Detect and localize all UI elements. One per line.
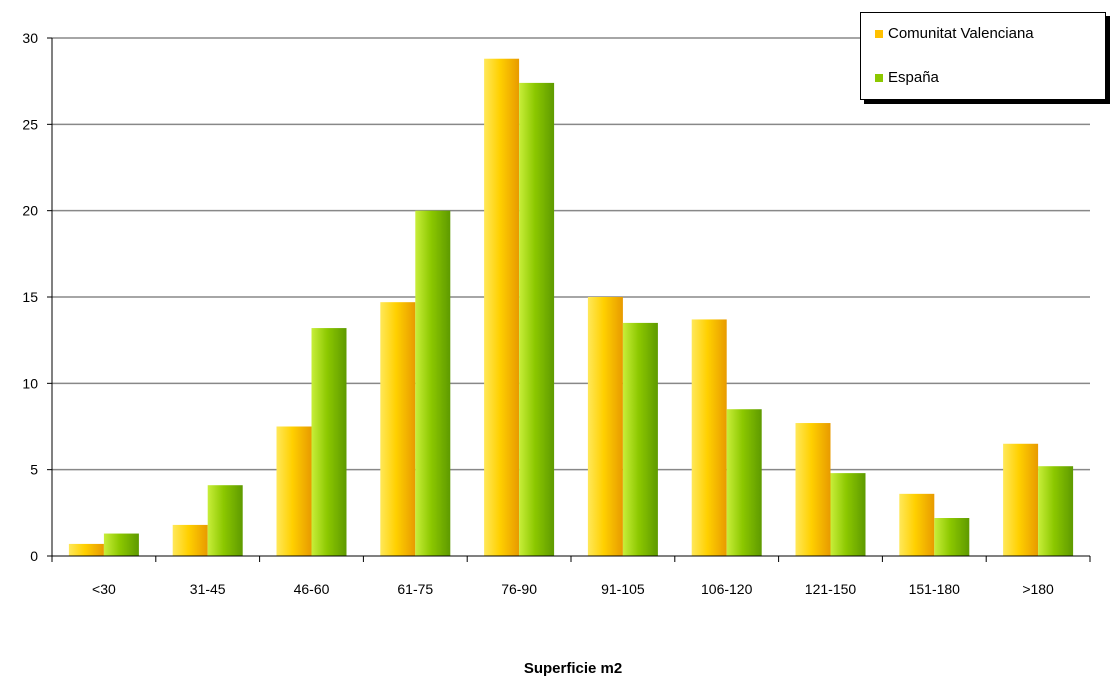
- bar-espana: [830, 473, 866, 556]
- bar-comunitat-valenciana: [587, 297, 623, 556]
- bar-comunitat-valenciana: [276, 426, 312, 556]
- y-tick-label: 5: [30, 462, 38, 478]
- legend-swatch-icon: [875, 73, 883, 82]
- y-tick-label: 25: [22, 116, 38, 132]
- legend-item-espana: España: [875, 69, 939, 86]
- x-axis-label: Superficie m2: [524, 660, 622, 677]
- legend-label: Comunitat Valenciana: [888, 25, 1034, 42]
- legend: Comunitat Valenciana España: [860, 12, 1106, 100]
- bar-espana: [207, 485, 243, 556]
- x-tick-label: 61-75: [397, 581, 433, 597]
- x-tick-label: <30: [92, 581, 116, 597]
- y-tick-label: 30: [22, 30, 38, 46]
- y-axis-ticks: 0 5 10 15 20 25 30: [22, 30, 52, 564]
- bar-comunitat-valenciana: [691, 319, 727, 556]
- bar-espana: [415, 210, 451, 556]
- x-tick-label: 91-105: [601, 581, 645, 597]
- bar-espana: [519, 82, 555, 556]
- x-axis-ticks: <30 31-45 46-60 61-75 76-90 91-105 106-120 121-…: [51, 556, 1091, 597]
- y-tick-label: 10: [22, 375, 38, 391]
- bars: [68, 58, 1074, 556]
- x-tick-label: 76-90: [501, 581, 537, 597]
- legend-label: España: [888, 69, 939, 86]
- y-tick-label: 0: [30, 548, 38, 564]
- bar-espana: [311, 328, 347, 556]
- legend-item-comunitat-valenciana: Comunitat Valenciana: [875, 25, 1034, 42]
- bar-espana: [622, 322, 658, 556]
- bar-espana: [934, 518, 970, 556]
- bar-comunitat-valenciana: [380, 302, 416, 556]
- x-tick-label: >180: [1022, 581, 1054, 597]
- bar-espana: [103, 533, 139, 556]
- y-tick-label: 15: [22, 289, 38, 305]
- legend-swatch-icon: [875, 29, 883, 38]
- bar-comunitat-valenciana: [795, 423, 831, 556]
- bar-comunitat-valenciana: [484, 58, 520, 556]
- x-tick-label: 121-150: [805, 581, 857, 597]
- x-tick-label: 46-60: [294, 581, 330, 597]
- x-tick-label: 106-120: [701, 581, 753, 597]
- bar-comunitat-valenciana: [899, 493, 935, 556]
- bar-comunitat-valenciana: [172, 524, 208, 556]
- gridlines: [52, 37, 1090, 471]
- bar-comunitat-valenciana: [68, 543, 104, 556]
- x-tick-label: 151-180: [909, 581, 961, 597]
- bar-espana: [1038, 466, 1074, 556]
- bar-espana: [726, 409, 762, 556]
- bar-comunitat-valenciana: [1003, 443, 1039, 556]
- x-tick-label: 31-45: [190, 581, 226, 597]
- y-tick-label: 20: [22, 203, 38, 219]
